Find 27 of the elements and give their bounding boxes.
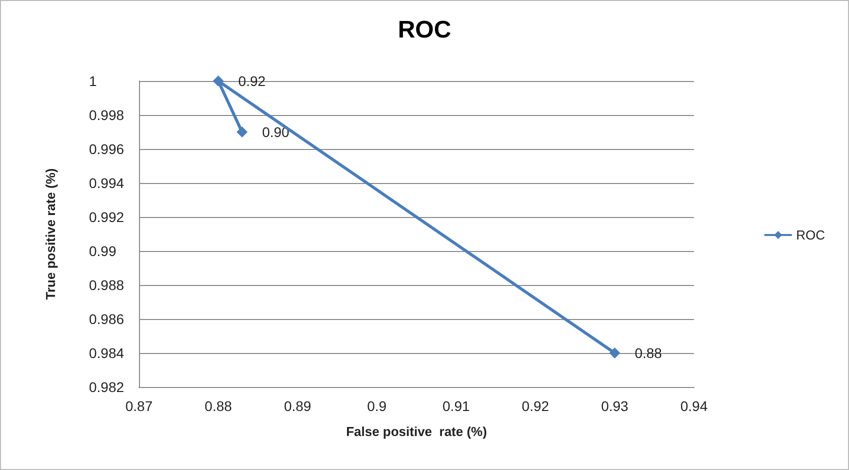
legend-label: ROC [796,228,825,242]
y-tick-label: 0.996 [89,141,124,157]
x-tick-label: 0.91 [442,398,470,414]
x-tick-label: 0.93 [601,398,629,414]
x-tick-label: 0.92 [522,398,550,414]
y-tick-label: 0.986 [89,311,124,327]
y-tick-label: 0.982 [89,379,124,395]
y-tick-label: 0.994 [89,175,124,191]
y-tick-label: 1 [89,73,97,89]
chart-title: ROC [398,16,452,44]
x-tick-label: 0.94 [680,398,708,414]
point [212,76,224,86]
point [609,348,620,358]
y-axis-title: True positive rate (%) [43,168,58,300]
x-axis-title: False positive rate (%) [346,424,487,439]
y-tick-label: 0.998 [89,107,124,123]
x-tick-label: 0.9 [367,398,387,414]
y-tick-label: 0.988 [89,277,124,293]
y-tick-label: 0.984 [89,345,124,361]
point [236,126,248,138]
x-tick-label: 0.87 [125,398,153,414]
x-tick-label: 0.88 [204,398,232,414]
annotation: 0.92 [238,73,266,89]
annotation: 0.88 [634,345,662,361]
y-tick-label: 0.992 [89,209,124,225]
y-tick-label: 0.99 [89,243,116,259]
x-tick-label: 0.89 [284,398,312,414]
